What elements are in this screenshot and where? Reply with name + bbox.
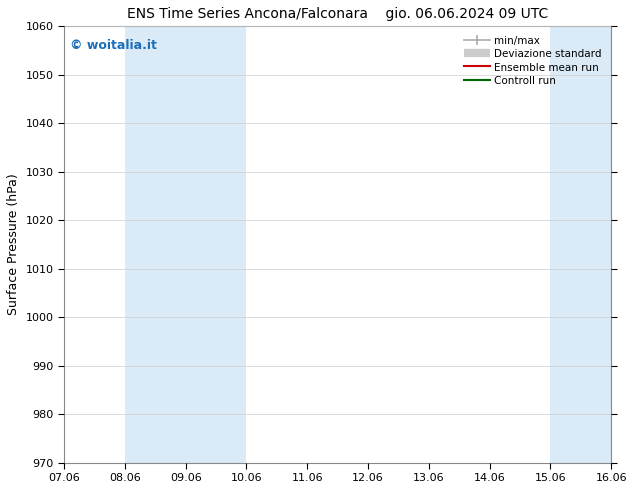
Text: © woitalia.it: © woitalia.it bbox=[70, 39, 157, 52]
Y-axis label: Surface Pressure (hPa): Surface Pressure (hPa) bbox=[7, 173, 20, 316]
Bar bbox=[125, 26, 247, 463]
Bar bbox=[550, 26, 634, 463]
Title: ENS Time Series Ancona/Falconara    gio. 06.06.2024 09 UTC: ENS Time Series Ancona/Falconara gio. 06… bbox=[127, 7, 548, 21]
Legend: min/max, Deviazione standard, Ensemble mean run, Controll run: min/max, Deviazione standard, Ensemble m… bbox=[460, 31, 606, 90]
